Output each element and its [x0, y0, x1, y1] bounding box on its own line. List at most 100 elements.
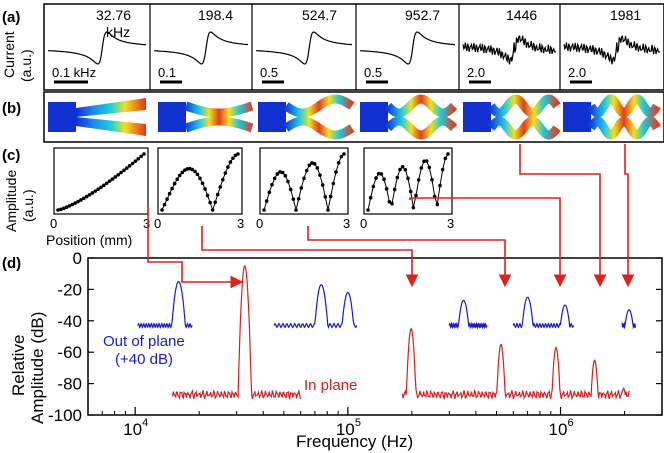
panel-c-point [395, 175, 400, 180]
panel-c-point [102, 183, 106, 188]
panel-c-point [302, 176, 306, 181]
panel-c-point [419, 166, 424, 170]
panel-c-point [326, 208, 330, 212]
panel-b-tine-lower [76, 117, 146, 136]
panel-c-point [93, 189, 98, 193]
panel-b-base-5 [463, 102, 491, 132]
panel-c-point [167, 191, 172, 196]
panel-c-point [408, 189, 413, 194]
panel-b-base-1 [48, 102, 76, 132]
panel-c-point [307, 163, 312, 168]
panel-c-point [231, 156, 235, 160]
panel-a-scalebar-label-5: 2.0 [467, 65, 485, 80]
panel-c-point [84, 194, 89, 199]
panel-c-point [379, 172, 384, 176]
panel-c-point [288, 187, 293, 192]
panel-c-point [203, 187, 207, 191]
panel-d-xtick-base: 10 [549, 420, 568, 439]
panel-c-point [339, 154, 344, 159]
panel-a-frame [43, 3, 664, 91]
panel-c-point [312, 162, 317, 166]
panel-c-point [61, 206, 66, 211]
panel-c-point [160, 208, 164, 212]
panel-c-point [70, 202, 75, 207]
panel-a-frequency-unit: kHz [106, 24, 130, 40]
panel-c-point [175, 177, 179, 181]
panel-c-point [110, 177, 115, 181]
panel-c-point [430, 177, 434, 182]
panel-c-point [368, 195, 373, 200]
series-out-of-plane-segment-4 [512, 296, 574, 329]
panel-b-fem-images [48, 94, 661, 140]
panel-c-point [318, 173, 322, 177]
panel-c-point [136, 157, 141, 161]
panel-c-point [400, 164, 405, 169]
panel-c-box-3 [259, 147, 349, 215]
panel-c-point [283, 173, 288, 178]
panel-c-point [59, 207, 63, 212]
panel-c-point [82, 196, 86, 201]
panel-c-point [315, 166, 320, 170]
panel-b-tine-upper [76, 98, 146, 117]
panel-c-point [218, 185, 223, 189]
panel-c-point [270, 182, 274, 187]
panel-d-ylabel-1: Relative [9, 335, 28, 396]
mode-arrow-6 [621, 144, 635, 288]
panel-d-ytick-label: -80 [57, 375, 82, 394]
mode-arrow-1 [147, 205, 244, 289]
panel-c-point [165, 197, 169, 201]
panel-c-point [226, 165, 230, 169]
panel-a-frequency-4: 952.7 [405, 7, 440, 23]
panel-c-point [374, 176, 378, 180]
panel-c-point [96, 187, 100, 192]
panel-c-point [390, 201, 394, 206]
mode-arrow-2 [201, 226, 419, 288]
panel-a-ylabel-2: (a.u.) [18, 49, 34, 82]
panel-c-point [334, 170, 338, 174]
panel-a-scalebar-label-1: 0.1 kHz [52, 65, 96, 80]
panel-b-tine-lower-5 [487, 116, 561, 140]
panel-b-tine-upper-4 [384, 94, 458, 118]
panel-c-point [142, 152, 146, 156]
panel-b-tine-upper-5 [487, 94, 561, 118]
panel-c-point [320, 183, 325, 187]
panel-c-label: (c) [2, 147, 20, 164]
panel-b-tine-lower-4 [384, 116, 458, 140]
panel-c-point [180, 170, 185, 175]
panel-c-point [56, 208, 60, 212]
panel-c-point [294, 208, 298, 212]
panel-d-xtick-exp: 5 [355, 417, 361, 429]
panel-c-point [392, 187, 397, 192]
panel-c-point [213, 200, 217, 205]
panel-c-tick-zero-1: 0 [50, 216, 57, 231]
panel-c-point [210, 208, 215, 212]
panel-c-point [119, 170, 123, 175]
panel-c-tick-three-1: 3 [143, 216, 150, 231]
panel-b-tine-upper-3 [283, 94, 355, 118]
panel-c-tick-three-3: 3 [343, 216, 350, 231]
panel-d-ylabel-2: Amplitude (dB) [28, 312, 47, 424]
panel-c-point [323, 195, 328, 199]
panel-b-tine-lower-3 [283, 116, 355, 140]
panel-c-point [440, 167, 445, 172]
panel-c-point [87, 193, 92, 197]
panel-a-trace-4 [359, 31, 455, 65]
panel-b-tine-upper-2 [184, 101, 254, 118]
panel-c-point [208, 200, 212, 205]
panel-b-tine-lower-2 [184, 116, 254, 133]
panel-c-tick-three-2: 3 [237, 216, 244, 231]
panel-d-ytick-label: -60 [57, 343, 82, 362]
panel-c-point [371, 184, 376, 189]
panel-c-point [382, 177, 386, 181]
panel-c-point [427, 165, 432, 170]
panel-c-point [342, 152, 346, 156]
panel-a-frequency-5: 1446 [506, 7, 537, 23]
panel-c-point [99, 185, 103, 190]
panel-c-point [366, 208, 370, 212]
panel-c-point [122, 168, 126, 173]
panel-d-label: (d) [2, 255, 21, 272]
panel-c-point [411, 205, 416, 210]
panel-c-point [133, 159, 138, 163]
panel-c-point [193, 169, 197, 174]
